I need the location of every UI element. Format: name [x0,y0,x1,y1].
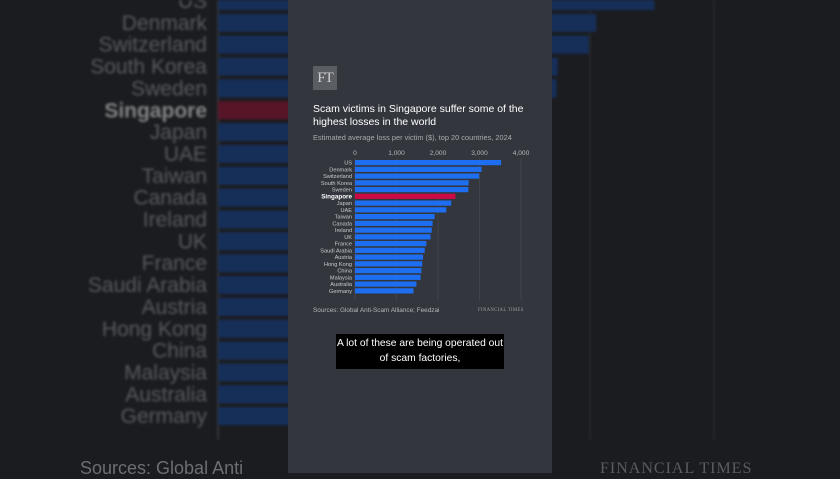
category-label-south-korea: South Korea [321,181,353,187]
category-label-hong-kong: Hong Kong [324,262,352,268]
background-label-germany: Germany [121,405,208,428]
x-tick-label: 0 [353,150,357,157]
background-label-australia: Australia [125,383,207,406]
category-label-singapore: Singapore [321,193,352,200]
background-label-malaysia: Malaysia [124,361,207,384]
chart-source: Sources: Global Anti-Scam Alliance; Feed… [313,307,440,314]
bar-denmark [355,166,482,172]
x-tick-label: 1,000 [388,150,405,157]
category-label-japan: Japan [337,201,352,207]
bar-sweden [355,187,469,193]
bar-switzerland [355,173,480,179]
category-label-taiwan: Taiwan [335,215,352,221]
category-label-sweden: Sweden [332,188,352,194]
category-label-china: China [337,269,353,275]
category-label-saudi-arabia: Saudi Arabia [320,248,353,254]
category-label-ireland: Ireland [335,228,352,234]
ft-logo: FT [313,66,337,90]
bar-canada [355,220,433,226]
background-label-japan: Japan [150,121,207,144]
background-label-china: China [152,340,207,363]
bar-uae [355,207,447,213]
bar-france [355,241,427,247]
background-label-canada: Canada [133,187,207,210]
chart-title: Scam victims in Singapore suffer some of… [313,103,524,128]
background-label-austria: Austria [142,296,208,319]
video-caption: A lot of these are being operated out of… [336,334,504,369]
brand-label: FINANCIAL TIMES [478,308,524,313]
category-label-austria: Austria [335,255,353,261]
background-label-taiwan: Taiwan [142,165,207,188]
bar-ireland [355,227,432,233]
category-label-denmark: Denmark [329,167,352,173]
background-label-france: France [142,252,207,275]
x-tick-label: 4,000 [513,150,530,157]
bar-australia [355,281,417,287]
bar-japan [355,200,452,206]
category-label-uk: UK [344,235,352,241]
x-tick-label: 3,000 [471,150,488,157]
background-label-uk: UK [178,230,207,253]
background-label-ireland: Ireland [143,209,207,232]
background-label-south-korea: South Korea [90,56,207,79]
category-label-germany: Germany [329,289,352,295]
category-label-canada: Canada [332,221,352,227]
bar-germany [355,288,414,294]
background-label-switzerland: Switzerland [98,34,207,57]
bar-austria [355,254,424,260]
bar-malaysia [355,274,421,280]
chart-subtitle: Estimated average loss per victim ($), t… [313,133,512,142]
bar-china [355,268,422,274]
background-label-denmark: Denmark [122,12,208,35]
bar-uk [355,234,431,240]
category-label-malaysia: Malaysia [330,275,353,281]
background-label-saudi-arabia: Saudi Arabia [88,274,207,297]
background-label-singapore: Singapore [104,99,207,122]
bar-taiwan [355,214,435,220]
category-label-uae: UAE [340,208,352,214]
bar-singapore [355,193,456,199]
category-label-australia: Australia [330,282,353,288]
bar-us [355,160,502,166]
bar-south-korea [355,180,469,186]
background-label-us: US [178,0,207,13]
category-label-us: US [344,161,352,167]
background-label-uae: UAE [164,143,207,166]
background-label-sweden: Sweden [131,77,207,100]
background-label-hong-kong: Hong Kong [102,318,207,341]
bar-saudi-arabia [355,247,425,253]
bar-hong-kong [355,261,423,267]
category-label-france: France [335,242,352,248]
category-label-switzerland: Switzerland [323,174,352,180]
x-tick-label: 2,000 [430,150,447,157]
